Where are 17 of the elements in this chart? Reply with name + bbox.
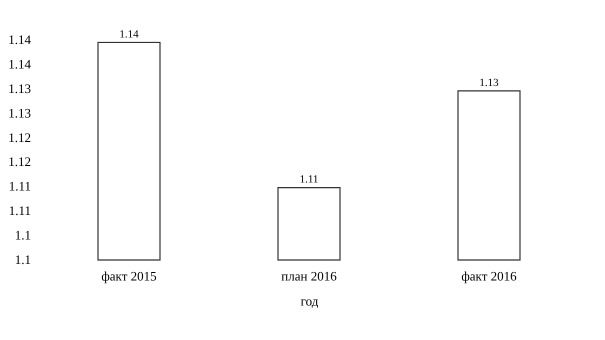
y-tick-label: 1.1	[14, 228, 31, 243]
x-tick-label: факт 2015	[101, 268, 157, 284]
y-tick-label: 1.13	[8, 105, 31, 120]
y-tick-label: 1.13	[8, 80, 31, 96]
data-label: 1.11	[300, 174, 318, 186]
y-tick-label: 1.14	[8, 56, 32, 72]
data-label: 1.14	[119, 28, 140, 40]
y-tick-label: 1.11	[8, 203, 31, 218]
x-tick-label: план 2016	[281, 268, 338, 284]
data-label: 1.13	[479, 76, 500, 89]
y-tick-label: 1.14	[8, 32, 32, 47]
y-tick-label: 1.12	[8, 154, 31, 170]
y-tick-label: 1.1	[14, 252, 31, 267]
x-axis-title: год	[300, 294, 319, 308]
y-tick-label: 1.12	[8, 130, 31, 145]
y-tick-label: 1.11	[8, 178, 31, 194]
x-tick-label: факт 2016	[461, 268, 518, 284]
